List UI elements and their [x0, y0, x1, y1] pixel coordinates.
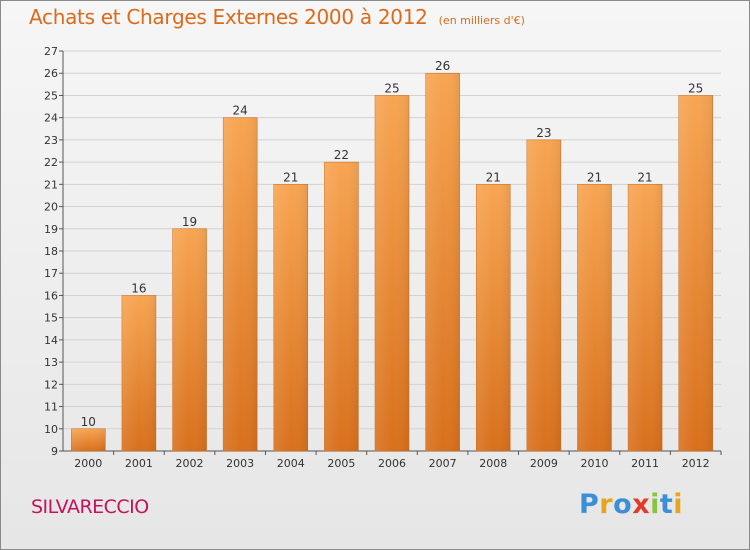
- logo-letter: i: [673, 489, 684, 520]
- y-tick-label: 12: [44, 378, 58, 391]
- x-tick-label: 2006: [378, 457, 406, 470]
- labels: 9 10 11 12 13 14 15 16 17 18 19 20 21 22 23 24 25 26 27 10 2…: [44, 45, 710, 470]
- value-label: 21: [486, 170, 501, 184]
- x-tick-label: 2012: [682, 457, 710, 470]
- y-tick-label: 18: [44, 245, 58, 258]
- bar-shine: [375, 95, 409, 451]
- value-label: 25: [688, 81, 703, 95]
- y-tick-label: 17: [44, 267, 58, 280]
- x-tick-label: 2001: [125, 457, 153, 470]
- value-label: 24: [233, 104, 248, 118]
- value-label: 16: [131, 281, 146, 295]
- y-tick-label: 14: [44, 334, 58, 347]
- y-tick-label: 24: [44, 112, 58, 125]
- y-tick-label: 25: [44, 89, 58, 102]
- x-tick-label: 2005: [327, 457, 355, 470]
- bar-shine: [71, 428, 106, 451]
- value-label: 21: [637, 170, 652, 184]
- y-tick-label: 13: [44, 356, 58, 369]
- chart-subtitle: (en milliers d'€): [438, 14, 525, 27]
- logo-letter: i: [650, 489, 660, 520]
- bar-shine: [526, 139, 561, 451]
- bar-shine: [324, 162, 359, 451]
- bar-shine: [223, 117, 258, 452]
- value-label: 10: [81, 415, 96, 429]
- value-label: 22: [334, 148, 349, 162]
- x-tick-label: 2010: [580, 457, 608, 470]
- y-tick-label: 23: [44, 134, 58, 147]
- y-tick-label: 21: [44, 178, 58, 191]
- y-tick-label: 9: [51, 445, 58, 458]
- value-label: 26: [435, 59, 450, 73]
- bars: [71, 72, 713, 452]
- y-tick-label: 19: [44, 223, 58, 236]
- x-tick-label: 2008: [479, 457, 507, 470]
- logo-letter: P: [579, 489, 600, 520]
- y-tick-label: 15: [44, 312, 58, 325]
- logo-letter: r: [599, 489, 614, 520]
- y-tick-label: 22: [44, 156, 58, 169]
- x-tick-label: 2000: [74, 457, 102, 470]
- y-tick-label: 10: [44, 423, 58, 436]
- bar-shine: [628, 184, 663, 452]
- y-tick-label: 11: [44, 401, 58, 414]
- y-tick-label: 27: [44, 45, 58, 58]
- commune-name: SILVARECCIO: [31, 496, 149, 518]
- x-tick-label: 2009: [530, 457, 558, 470]
- x-tick-label: 2004: [277, 457, 305, 470]
- y-tick-label: 20: [44, 201, 58, 214]
- value-label: 21: [283, 170, 298, 184]
- bar-shine: [476, 184, 511, 452]
- value-label: 25: [384, 81, 399, 95]
- bar-shine: [425, 73, 460, 451]
- bar-shine: [577, 184, 612, 452]
- chart-title: Achats et Charges Externes 2000 à 2012: [29, 5, 428, 29]
- bar-shine: [678, 95, 713, 451]
- y-tick-label: 16: [44, 289, 58, 302]
- proxiti-logo: Proxiti: [579, 489, 683, 520]
- logo-letter: o: [613, 489, 633, 520]
- x-tick-label: 2011: [631, 457, 659, 470]
- value-label: 19: [182, 215, 197, 229]
- bar-shine: [121, 295, 156, 451]
- y-tick-label: 26: [44, 67, 58, 80]
- logo-letter: t: [659, 489, 674, 520]
- bar-shine: [172, 228, 207, 451]
- x-tick-label: 2002: [176, 457, 204, 470]
- x-tick-label: 2007: [429, 457, 457, 470]
- value-label: 23: [536, 126, 551, 140]
- value-label: 21: [587, 170, 602, 184]
- logo-letter: x: [632, 489, 651, 520]
- x-tick-label: 2003: [226, 457, 254, 470]
- bar-shine: [273, 184, 308, 452]
- title-row: Achats et Charges Externes 2000 à 2012 (…: [29, 5, 525, 29]
